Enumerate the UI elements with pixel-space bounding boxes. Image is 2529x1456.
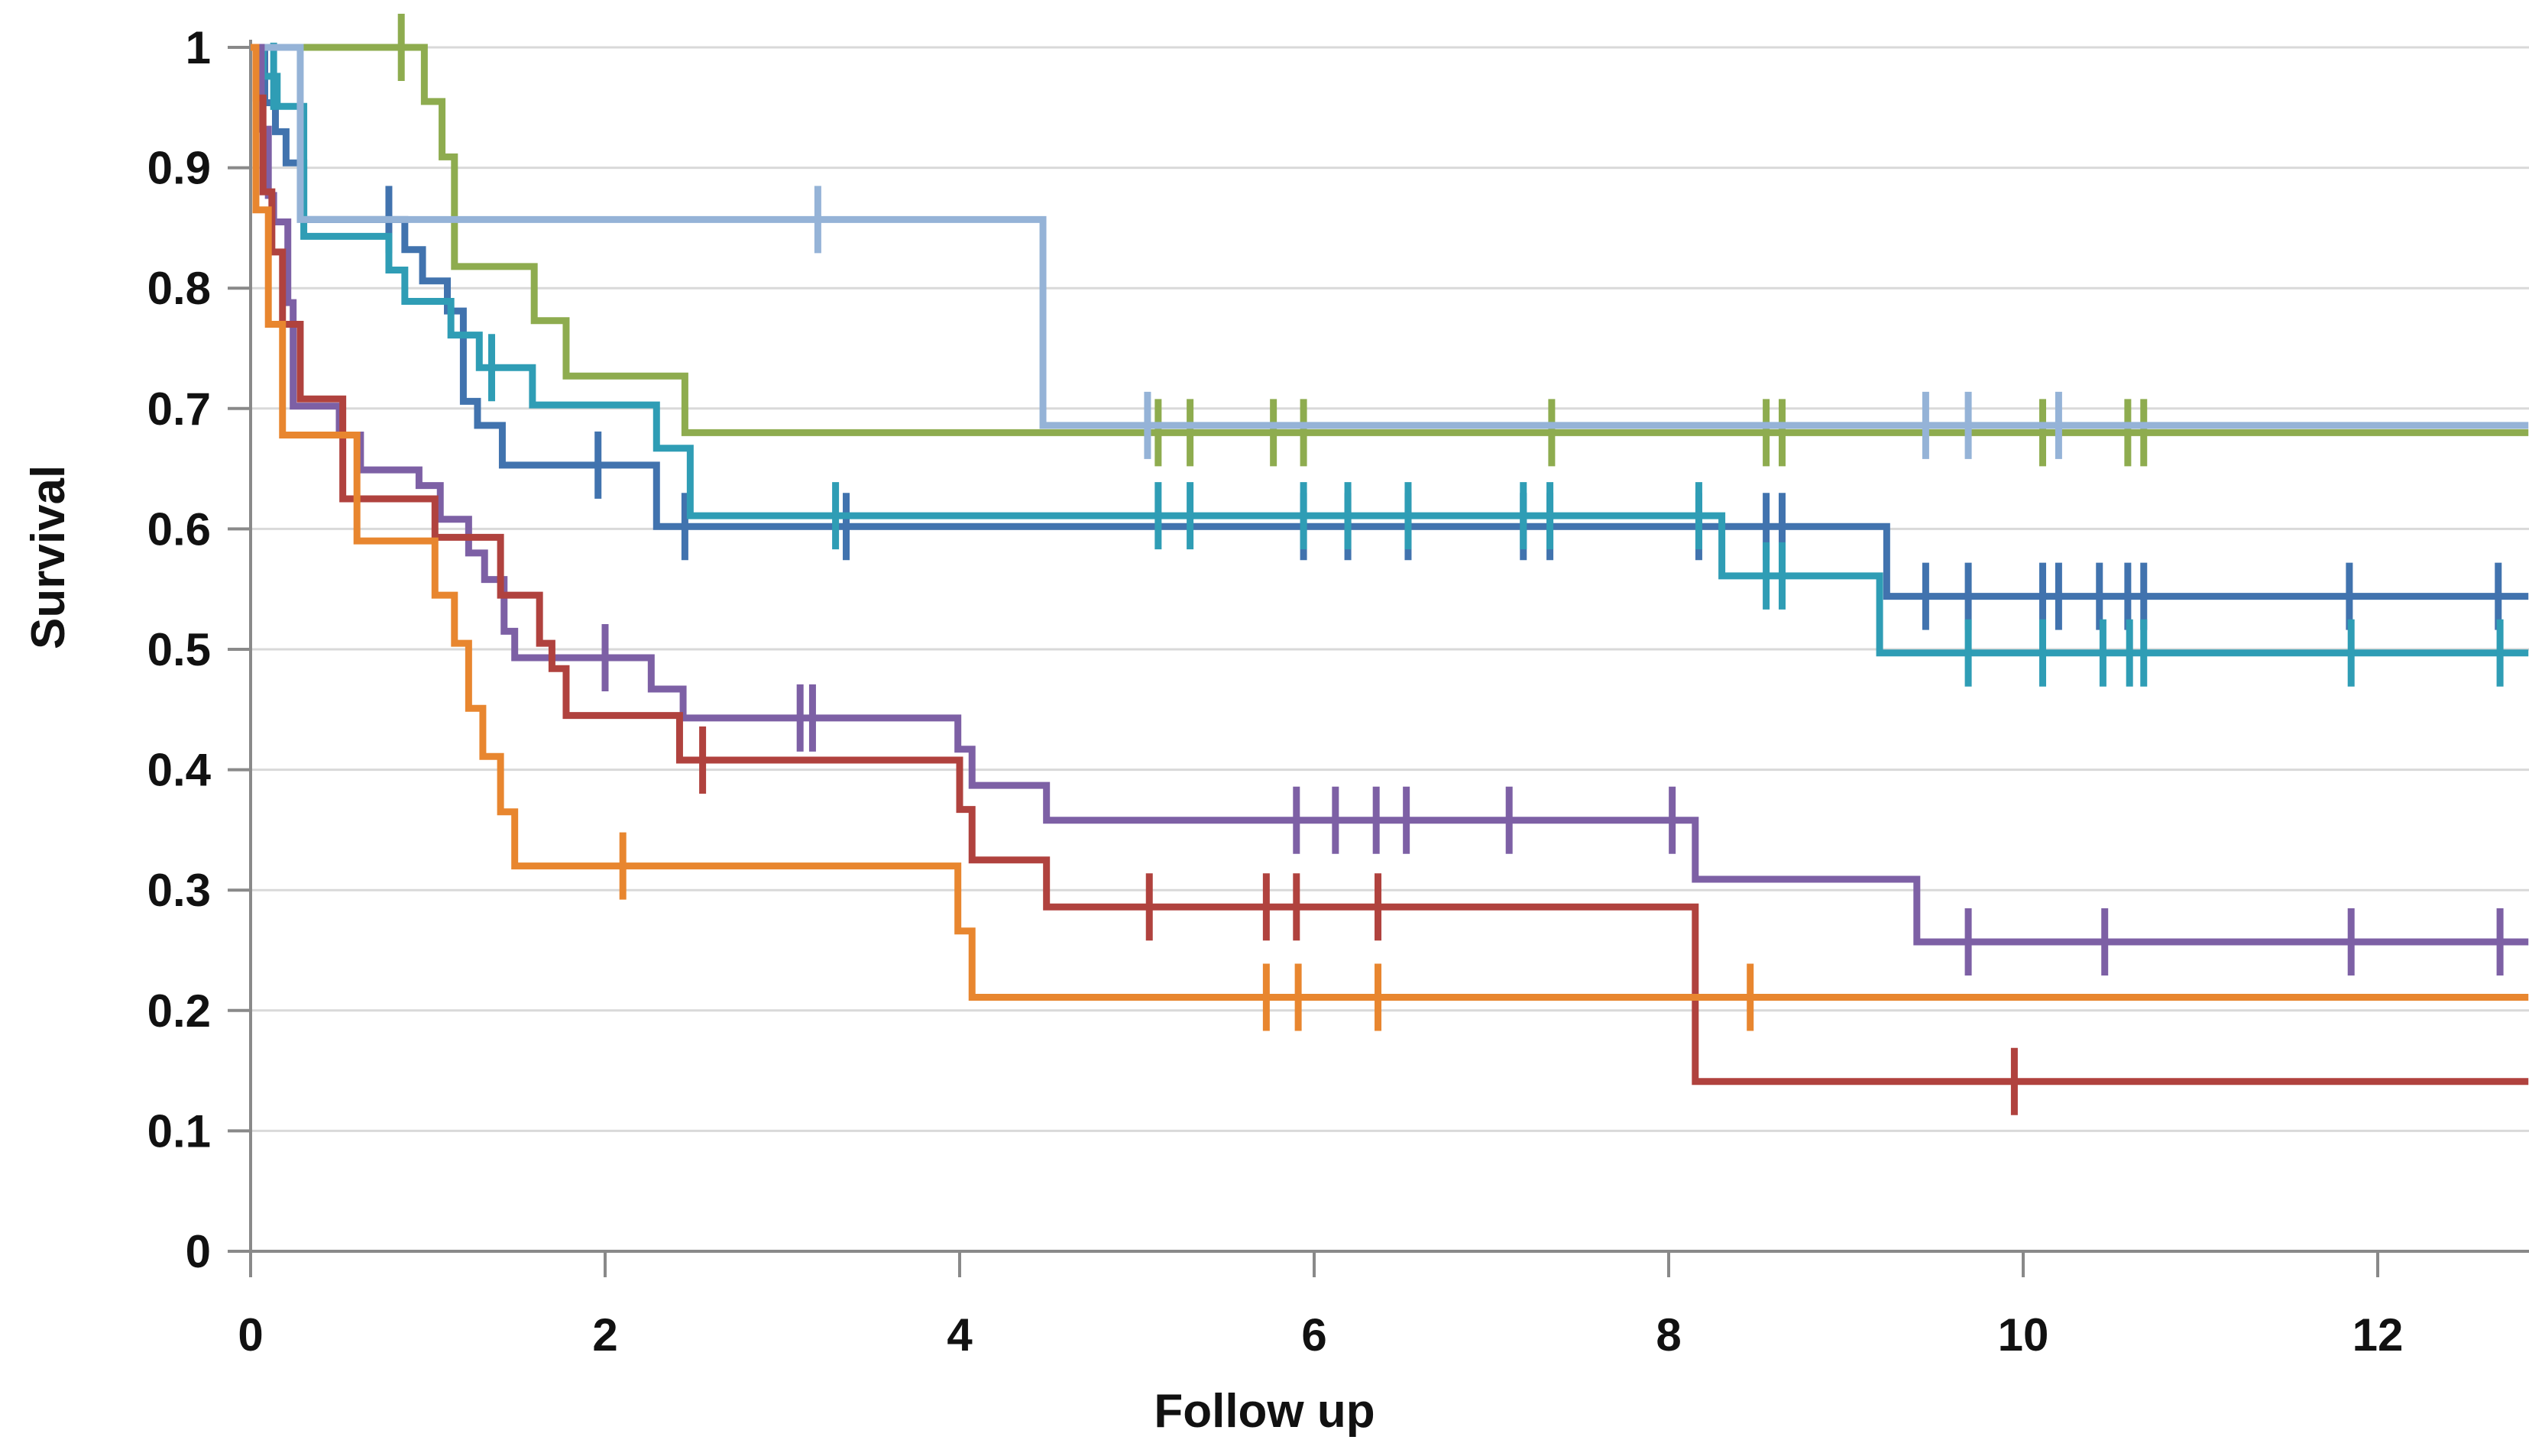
series-teal-line [251, 44, 2529, 657]
y-tick-label: 0.2 [147, 985, 211, 1037]
y-tick-label: 0.6 [147, 503, 211, 555]
x-tick-label: 4 [947, 1309, 973, 1361]
series-pale-blue-line [251, 44, 2529, 429]
x-tick-label: 8 [1656, 1309, 1681, 1361]
series-dark-red-line [251, 44, 2529, 1086]
x-tick-label: 12 [2353, 1309, 2404, 1361]
y-tick-label: 0.4 [147, 745, 212, 796]
y-tick-label: 0.7 [147, 383, 211, 435]
x-tick-label: 2 [592, 1309, 617, 1361]
x-tick-label: 6 [1301, 1309, 1326, 1361]
x-tick-label: 0 [238, 1309, 263, 1361]
y-tick-label: 0.9 [147, 143, 211, 194]
series-orange-line [251, 44, 2529, 1001]
x-axis-title: Follow up [1154, 1385, 1375, 1438]
series-dark-blue-line [251, 44, 2529, 600]
y-tick-label: 0.1 [147, 1105, 211, 1157]
y-tick-label: 1 [186, 22, 211, 73]
series-green-line [251, 44, 2529, 436]
y-tick-label: 0.8 [147, 263, 211, 314]
y-axis-title: Survival [22, 464, 75, 649]
y-tick-label: 0 [186, 1226, 211, 1277]
x-tick-label: 10 [1998, 1309, 2049, 1361]
y-tick-label: 0.5 [147, 624, 211, 675]
series-purple-line [251, 44, 2529, 946]
y-tick-label: 0.3 [147, 865, 211, 916]
